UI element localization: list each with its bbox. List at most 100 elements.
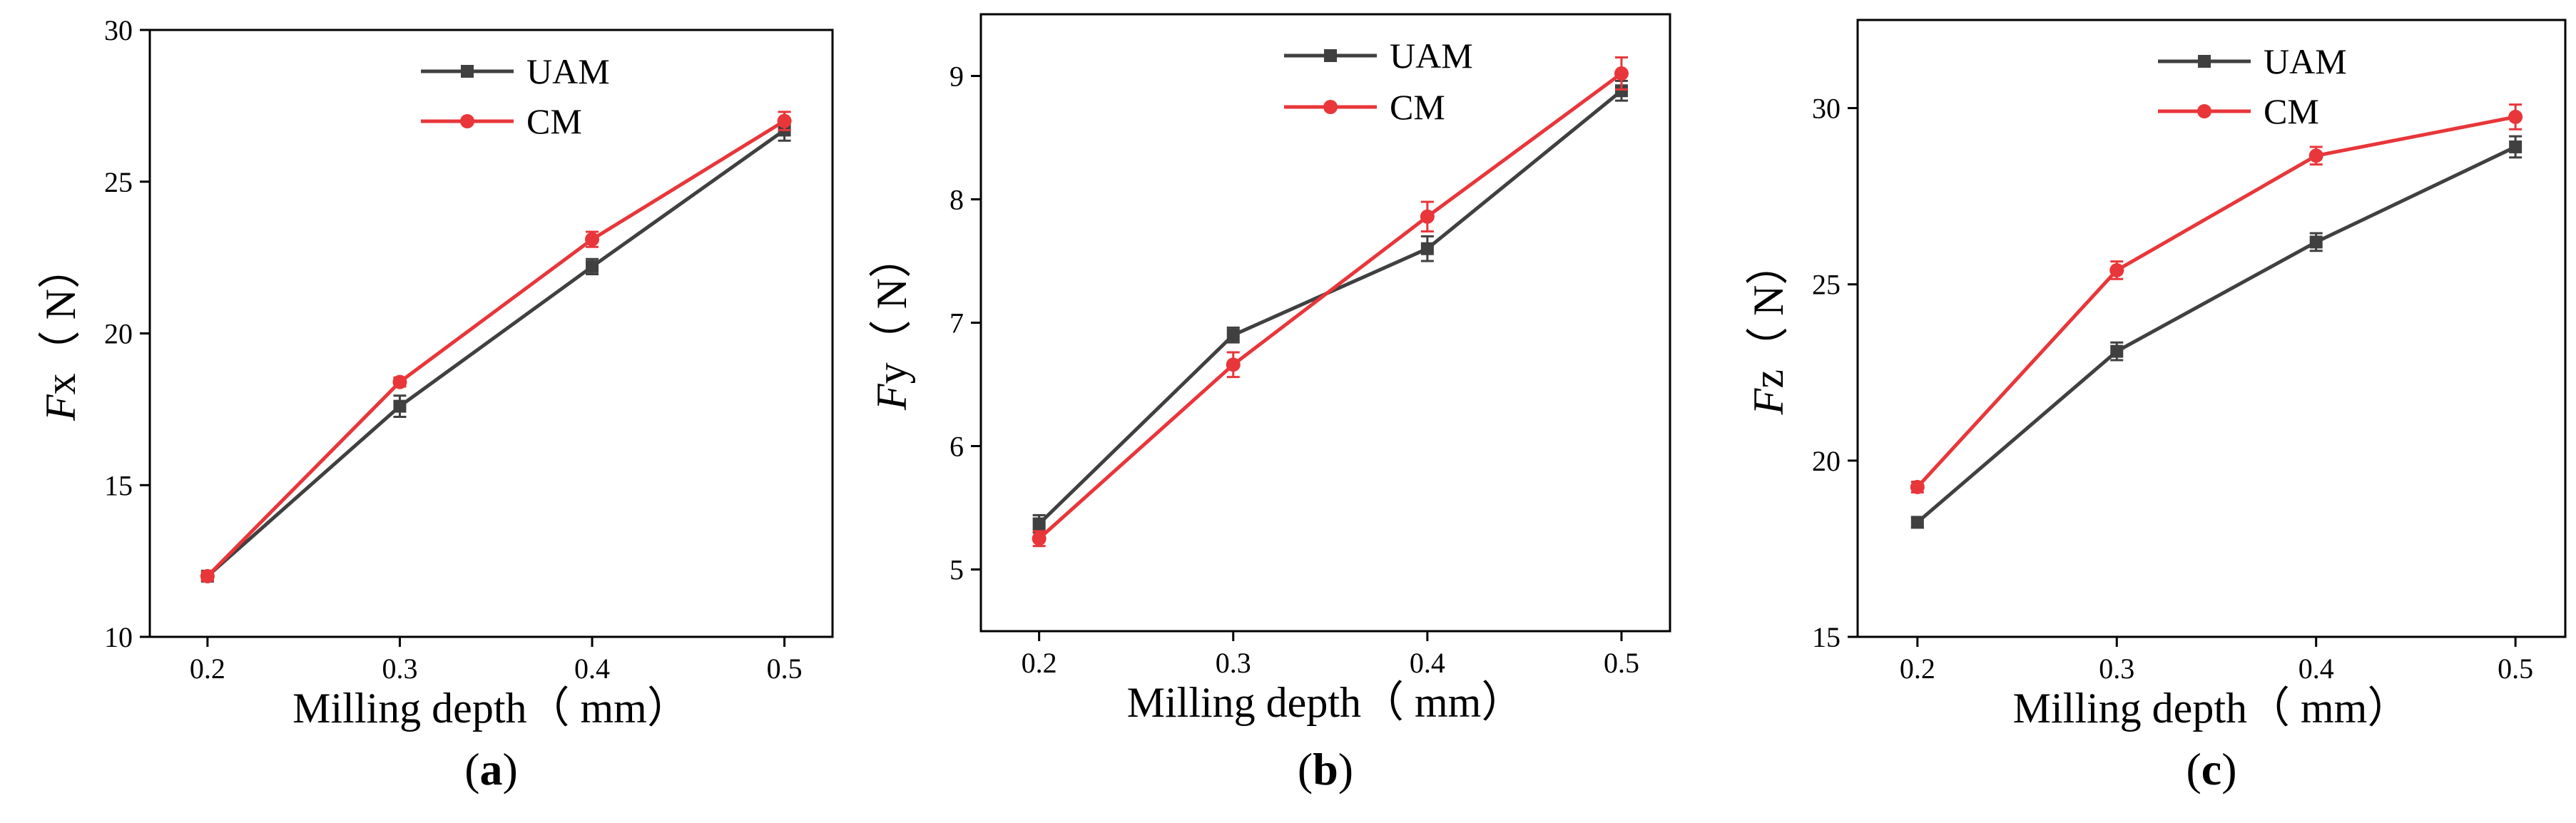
series-line — [1916, 145, 2517, 524]
legend-marker — [461, 65, 474, 78]
y-tick-label: 25 — [104, 166, 133, 198]
data-point — [1910, 516, 1924, 529]
x-tick-label: 0.4 — [2298, 653, 2334, 685]
data-point — [1614, 66, 1629, 81]
panel-label-open-paren: ( — [1298, 744, 1313, 794]
data-point — [1226, 357, 1241, 372]
x-axis-label: Milling depth（ mm） — [1127, 679, 1524, 726]
y-tick-label: 25 — [1812, 269, 1841, 301]
y-axis-label-unit: z（ N） — [1745, 242, 1792, 389]
y-tick-label: 7 — [950, 307, 964, 339]
series-line — [1037, 72, 1623, 541]
panel-label-close-paren: ) — [503, 744, 518, 794]
panel-a: 0.2 0.3 0.4 0.5 10 15 20 25 30 Milling depth（ mm）… — [37, 14, 834, 794]
legend-label: CM — [2264, 91, 2319, 131]
x-axis-label: Milling depth（ mm） — [292, 685, 690, 732]
y-tick-label: 15 — [104, 469, 133, 501]
data-point — [1910, 479, 1925, 494]
x-tick-label: 0.5 — [2498, 653, 2533, 685]
legend-label: UAM — [2264, 41, 2347, 81]
x-tick-label: 0.3 — [2099, 653, 2134, 685]
legend-marker — [1324, 49, 1337, 62]
x-tick-label: 0.3 — [382, 653, 417, 685]
y-tick-label: 8 — [950, 184, 964, 216]
legend: UAM CM — [1284, 36, 1473, 127]
data-point — [392, 374, 407, 389]
y-tick-label: 6 — [950, 431, 964, 463]
data-point — [1032, 531, 1047, 546]
legend-marker — [2197, 104, 2211, 118]
series-line — [206, 128, 786, 578]
panel-c: 0.2 0.3 0.4 0.5 15 20 25 30 Milling depth（ mm） Fz… — [1745, 19, 2567, 794]
x-tick-label: 0.5 — [1604, 647, 1639, 679]
panel-label: (a) — [464, 744, 518, 794]
data-point — [1226, 328, 1240, 342]
panel-label-letter: a — [480, 744, 503, 794]
data-point — [2508, 109, 2523, 124]
data-point — [393, 399, 407, 413]
legend-label: CM — [1390, 87, 1445, 127]
panel-label: (c) — [2186, 744, 2236, 794]
legend-label: UAM — [1390, 36, 1473, 76]
series-cm — [1910, 103, 2523, 494]
data-point — [200, 568, 215, 583]
data-point — [777, 113, 792, 128]
x-tick-label: 0.5 — [767, 653, 803, 685]
data-point — [586, 260, 599, 273]
series-cm — [1032, 56, 1629, 548]
data-point — [1614, 84, 1628, 98]
y-axis-label-symbol: F — [1745, 387, 1792, 415]
legend: UAM CM — [421, 51, 610, 141]
panel-label-open-paren: ( — [464, 744, 479, 794]
panel-label-open-paren: ( — [2186, 744, 2201, 794]
data-point — [2109, 262, 2124, 277]
legend-marker — [1323, 100, 1338, 114]
panel-label-letter: c — [2201, 744, 2221, 794]
data-point — [1420, 242, 1434, 255]
y-tick-label: 20 — [104, 318, 133, 350]
plot-frame — [1856, 19, 2567, 638]
series-uam — [200, 118, 791, 583]
series-uam — [1910, 135, 2522, 529]
panel-label-close-paren: ) — [1338, 744, 1353, 794]
y-axis-label-symbol: F — [868, 383, 915, 411]
x-tick-label: 0.3 — [1216, 647, 1251, 679]
x-tick-label: 0.2 — [1022, 647, 1057, 679]
legend-marker — [2198, 55, 2211, 68]
y-axis-label: Fx（ N） — [37, 246, 84, 421]
data-point — [1420, 209, 1435, 224]
series-cm — [200, 111, 792, 583]
data-point — [2509, 140, 2522, 153]
y-tick-label: 20 — [1812, 445, 1841, 477]
data-point — [585, 232, 600, 247]
panel-b: 0.2 0.3 0.4 0.5 5 6 7 8 9 Milling depth（ mm） Fy（ N… — [868, 13, 1671, 794]
x-tick-label: 0.2 — [190, 653, 225, 685]
legend-label: UAM — [526, 51, 610, 91]
y-axis-label: Fz（ N） — [1745, 242, 1792, 416]
legend: UAM CM — [2158, 41, 2347, 131]
y-axis-label-unit: x（ N） — [37, 246, 84, 394]
panel-label: (b) — [1298, 744, 1353, 794]
legend-marker — [460, 114, 474, 128]
data-point — [1032, 517, 1046, 531]
panel-label-close-paren: ) — [2221, 744, 2236, 794]
data-point — [2308, 148, 2323, 163]
y-axis-label-symbol: F — [37, 394, 84, 421]
data-point — [2309, 235, 2323, 249]
x-axis-label: Milling depth（ mm） — [2013, 685, 2410, 732]
y-tick-label: 30 — [104, 14, 133, 46]
y-tick-label: 9 — [950, 61, 964, 93]
y-tick-label: 5 — [950, 554, 964, 586]
y-tick-label: 30 — [1812, 93, 1841, 125]
data-point — [2110, 344, 2124, 358]
y-axis-label: Fy（ N） — [868, 235, 915, 411]
panel-label-letter: b — [1313, 744, 1338, 794]
y-tick-label: 15 — [1812, 621, 1841, 653]
x-tick-label: 0.2 — [1900, 653, 1935, 685]
y-tick-label: 10 — [104, 621, 133, 653]
x-tick-label: 0.4 — [1410, 647, 1445, 679]
y-axis-label-unit: y（ N） — [868, 235, 915, 384]
series-line — [1915, 115, 2516, 489]
legend-label: CM — [526, 101, 582, 141]
